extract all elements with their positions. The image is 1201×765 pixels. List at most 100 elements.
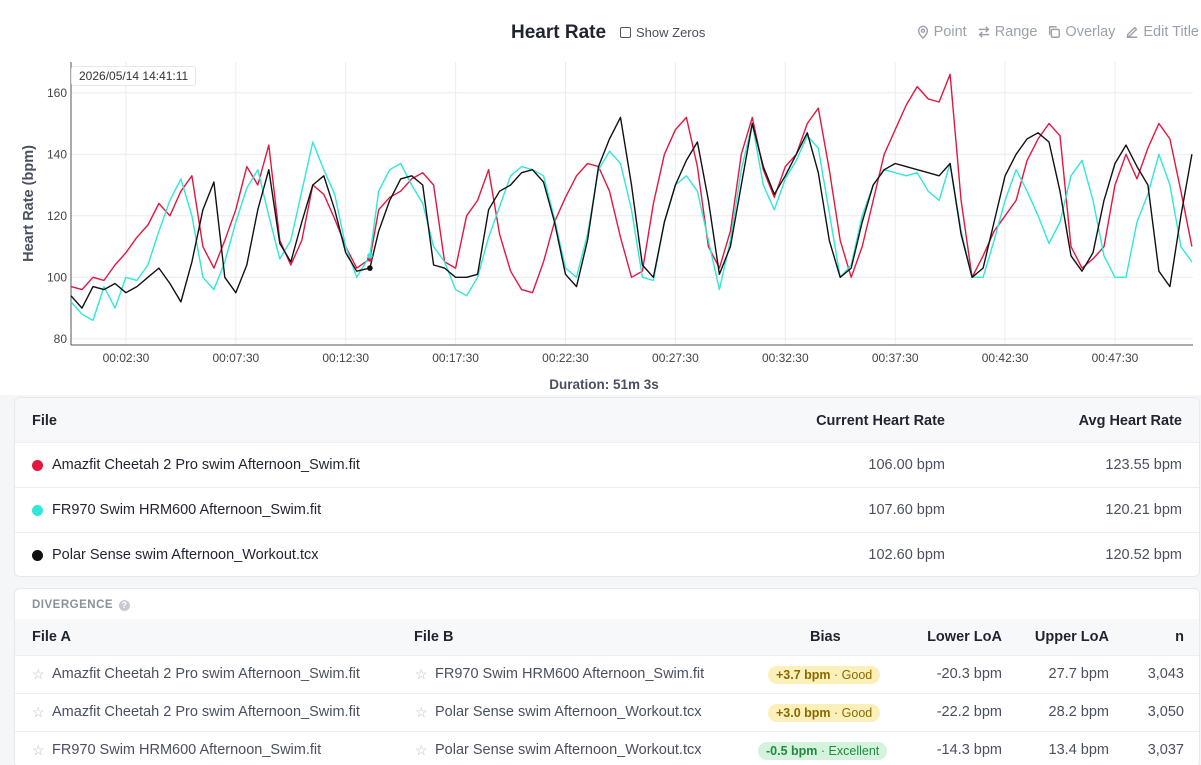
file-name: Amazfit Cheetah 2 Pro swim Afternoon_Swi… (52, 457, 360, 473)
copy-icon (1049, 26, 1061, 38)
avg-hr-value: 120.21 bpm (1105, 502, 1182, 518)
lower-loa-value: -14.3 bpm (936, 742, 1002, 758)
file-b-name: Polar Sense swim Afternoon_Workout.tcx (435, 704, 702, 720)
series-color-dot (32, 460, 43, 471)
range-button[interactable]: Range (977, 24, 1038, 40)
duration-label: Duration: 51m 3s (549, 377, 659, 392)
file-a-name: FR970 Swim HRM600 Afternoon_Swim.fit (52, 742, 322, 758)
current-hr-value: 106.00 bpm (868, 457, 945, 473)
series-line-2 (70, 122, 1193, 322)
bias-rating: · Excellent (820, 744, 880, 758)
show-zeros-label: Show Zeros (636, 25, 706, 40)
y-tick-label: 140 (47, 147, 67, 161)
heart-rate-chart[interactable]: 80 100 120 140 160 00:02:30 00:07:30 00:12:30 00… (0, 55, 1201, 375)
x-tick-label: 00:02:30 (103, 351, 150, 365)
divergence-section-label: DIVERGENCE ? (32, 599, 131, 611)
y-tick-label: 100 (47, 270, 67, 284)
file-row[interactable]: Polar Sense swim Afternoon_Workout.tcx 1… (15, 533, 1199, 576)
files-table-header: File Current Heart Rate Avg Heart Rate (15, 398, 1199, 443)
show-zeros-checkbox[interactable] (620, 27, 631, 38)
upper-loa-value: 27.7 bpm (1048, 666, 1109, 682)
chart-title: Heart Rate (511, 22, 607, 43)
n-column-header[interactable]: n (1175, 629, 1184, 645)
bias-rating: · Good (834, 706, 873, 720)
bias-rating: · Good (834, 668, 873, 682)
bias-badge: -0.5 bpm · Excellent (758, 742, 888, 760)
bias-value: +3.7 bpm (776, 668, 831, 682)
bias-column-header[interactable]: Bias (810, 629, 841, 645)
avg-hr-value: 123.55 bpm (1105, 457, 1182, 473)
cursor-marker-2 (367, 252, 373, 259)
x-tick-label: 00:32:30 (762, 351, 809, 365)
series-color-dot (32, 550, 43, 561)
divergence-title: DIVERGENCE (32, 599, 114, 611)
n-value: 3,050 (1147, 704, 1184, 720)
edit-title-button[interactable]: Edit Title (1125, 24, 1199, 40)
divergence-table: DIVERGENCE ? File A File B Bias Lower Lo… (14, 588, 1200, 765)
x-tick-label: 00:07:30 (212, 351, 259, 365)
divergence-header: File A File B Bias Lower LoA Upper LoA n (15, 619, 1199, 656)
current-hr-value: 107.60 bpm (868, 502, 945, 518)
bias-value: +3.0 bpm (776, 706, 831, 720)
star-icon[interactable]: ☆ (415, 666, 428, 682)
chart-header: Heart Rate Show Zeros Point Range Overla… (0, 20, 1201, 46)
point-label: Point (933, 24, 967, 40)
edit-icon (1127, 26, 1138, 38)
file-b-name: Polar Sense swim Afternoon_Workout.tcx (435, 742, 702, 758)
series-line-1 (70, 73, 1193, 294)
n-value: 3,043 (1147, 666, 1184, 682)
lower-loa-value: -20.3 bpm (936, 666, 1002, 682)
series-line-3 (70, 116, 1193, 309)
y-tick-label: 120 (47, 209, 67, 223)
avg-hr-value: 120.52 bpm (1105, 547, 1182, 563)
x-tick-label: 00:42:30 (982, 351, 1029, 365)
bias-value: -0.5 bpm (766, 744, 818, 758)
x-tick-label: 00:12:30 (322, 351, 369, 365)
y-tick-label: 160 (47, 86, 67, 100)
n-value: 3,037 (1147, 742, 1184, 758)
lower-loa-value: -22.2 bpm (936, 704, 1002, 720)
file-a-name: Amazfit Cheetah 2 Pro swim Afternoon_Swi… (52, 704, 360, 720)
file-row[interactable]: FR970 Swim HRM600 Afternoon_Swim.fit 107… (15, 488, 1199, 533)
bias-badge: +3.7 bpm · Good (768, 666, 881, 684)
edit-title-label: Edit Title (1143, 24, 1199, 40)
cursor-marker-3 (367, 265, 373, 271)
file-row[interactable]: Amazfit Cheetah 2 Pro swim Afternoon_Swi… (15, 443, 1199, 488)
overlay-button[interactable]: Overlay (1047, 24, 1115, 40)
current-hr-value: 102.60 bpm (868, 547, 945, 563)
cursor-tooltip: 2026/05/14 14:41:11 (71, 66, 197, 86)
point-button[interactable]: Point (916, 24, 967, 40)
x-tick-label: 00:27:30 (652, 351, 699, 365)
divergence-row[interactable]: ☆ Amazfit Cheetah 2 Pro swim Afternoon_S… (15, 694, 1199, 732)
upper-loa-value: 28.2 bpm (1048, 704, 1109, 720)
star-icon[interactable]: ☆ (415, 742, 428, 758)
current-hr-column-header[interactable]: Current Heart Rate (816, 413, 945, 429)
upper-loa-column-header[interactable]: Upper LoA (1034, 629, 1109, 645)
file-a-name: Amazfit Cheetah 2 Pro swim Afternoon_Swi… (52, 666, 360, 682)
help-icon[interactable]: ? (119, 599, 131, 611)
avg-hr-column-header[interactable]: Avg Heart Rate (1078, 413, 1182, 429)
star-icon[interactable]: ☆ (32, 704, 45, 720)
file-b-column-header[interactable]: File B (414, 629, 454, 645)
star-icon[interactable]: ☆ (32, 666, 45, 682)
upper-loa-value: 13.4 bpm (1048, 742, 1109, 758)
star-icon[interactable]: ☆ (32, 742, 45, 758)
overlay-label: Overlay (1065, 24, 1116, 40)
y-tick-label: 80 (54, 332, 68, 346)
x-tick-label: 00:22:30 (542, 351, 589, 365)
file-a-column-header[interactable]: File A (32, 629, 71, 645)
show-zeros-toggle[interactable]: Show Zeros (620, 25, 705, 40)
file-column-header[interactable]: File (32, 413, 57, 429)
chart-toolbar: Point Range Overlay Edit Title (916, 24, 1199, 40)
file-b-name: FR970 Swim HRM600 Afternoon_Swim.fit (435, 666, 705, 682)
divergence-row[interactable]: ☆ FR970 Swim HRM600 Afternoon_Swim.fit ☆… (15, 732, 1199, 765)
file-name: Polar Sense swim Afternoon_Workout.tcx (52, 547, 319, 563)
bias-badge: +3.0 bpm · Good (768, 704, 881, 722)
divergence-row[interactable]: ☆ Amazfit Cheetah 2 Pro swim Afternoon_S… (15, 656, 1199, 694)
lower-loa-column-header[interactable]: Lower LoA (927, 629, 1002, 645)
range-label: Range (994, 24, 1038, 40)
arrows-icon (978, 26, 990, 38)
series-color-dot (32, 505, 43, 516)
x-tick-label: 00:37:30 (872, 351, 919, 365)
star-icon[interactable]: ☆ (415, 704, 428, 720)
